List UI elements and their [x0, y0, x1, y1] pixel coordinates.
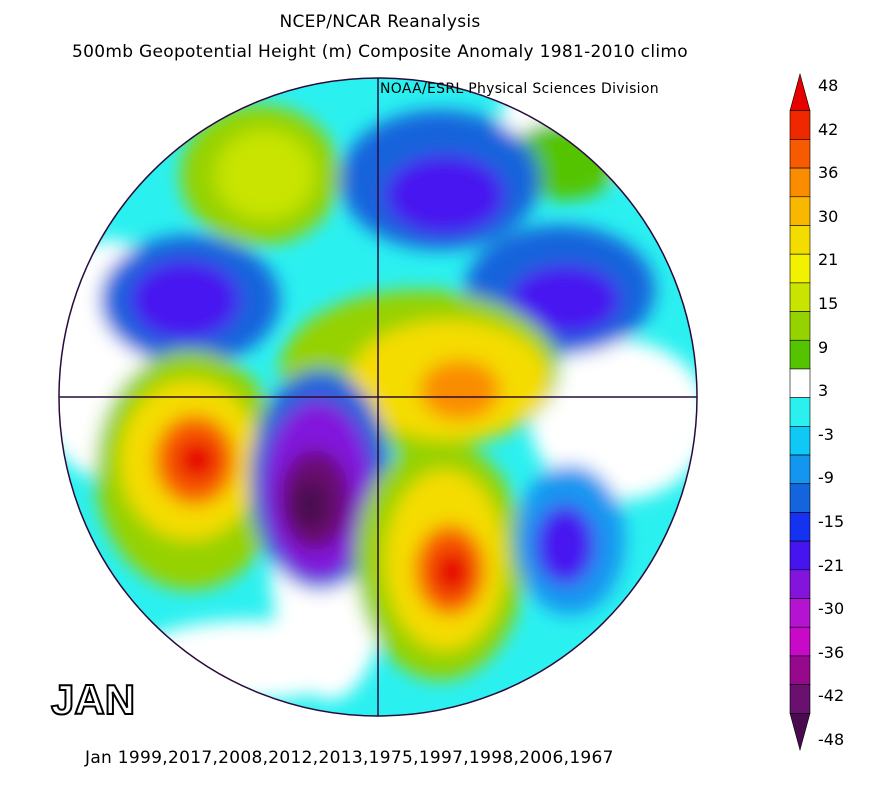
colorbar-cell — [789, 684, 811, 714]
colorbar-cell — [789, 253, 811, 284]
colorbar-cell — [789, 540, 811, 571]
chart-title: NCEP/NCAR Reanalysis — [279, 12, 481, 32]
colorbar-tick-label: -9 — [818, 468, 834, 488]
colorbar-cell — [789, 655, 811, 685]
colorbar-tick-label: -15 — [818, 512, 845, 531]
colorbar-tick-label: 15 — [818, 294, 839, 313]
colorbar-cell — [789, 713, 811, 752]
colorbar-tick-label: 42 — [818, 119, 839, 139]
colorbar-cell — [789, 167, 811, 198]
colorbar-tick-label: 36 — [818, 163, 839, 183]
month-label: JAN — [50, 675, 136, 724]
colorbar-cell — [789, 225, 811, 255]
colorbar-cell — [789, 626, 811, 657]
colorbar-cell — [789, 311, 811, 341]
colorbar-cell — [789, 426, 811, 456]
colorbar-cell — [789, 598, 811, 628]
colorbar-tick-label: -48 — [818, 730, 845, 749]
colorbar-tick-label: 48 — [818, 76, 839, 95]
colorbar-tick-label: -42 — [818, 686, 845, 706]
colorbar-tick-label: -36 — [818, 642, 845, 662]
colorbar-cell — [789, 339, 811, 370]
colorbar-cell — [789, 110, 811, 140]
credit-label: NOAA/ESRL Physical Sciences Division — [380, 81, 659, 97]
colorbar-cell — [789, 368, 811, 398]
colorbar-cell — [789, 196, 811, 226]
colorbar-tick-label: -30 — [818, 599, 845, 619]
chart-subtitle: 500mb Geopotential Height (m) Composite … — [72, 42, 688, 62]
colorbar-tick-label: -3 — [818, 424, 834, 444]
colorbar-cell — [789, 397, 811, 427]
colorbar-tick-label: 21 — [818, 250, 839, 270]
years-footer: Jan 1999,2017,2008,2012,2013,1975,1997,1… — [85, 748, 614, 768]
colorbar-cell — [789, 282, 811, 312]
colorbar-cell — [789, 512, 811, 542]
colorbar-cell — [789, 72, 811, 111]
colorbar-tick-label: 3 — [818, 381, 829, 401]
colorbar-tick-label: 30 — [818, 206, 839, 226]
colorbar-cell — [789, 454, 811, 485]
colorbar-tick-label: -21 — [818, 555, 845, 575]
colorbar-tick-label: 9 — [818, 337, 829, 357]
colorbar-cell — [789, 139, 811, 169]
colorbar-cell — [789, 483, 811, 513]
colorbar-cell — [789, 569, 811, 599]
globe-outline — [58, 77, 698, 717]
